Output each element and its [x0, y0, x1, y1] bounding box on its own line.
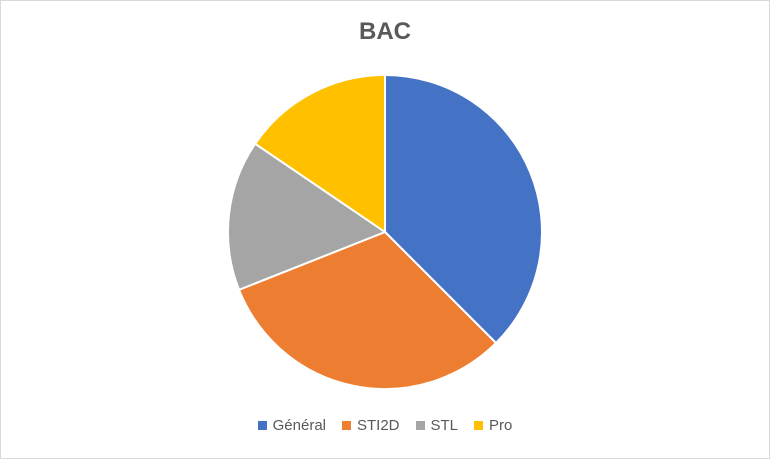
legend-label: STI2D	[357, 417, 400, 434]
pie-slice-general	[384, 73, 543, 345]
legend-label: STL	[430, 417, 459, 434]
legend-swatch	[257, 421, 267, 430]
legend-swatch	[415, 421, 425, 430]
chart-legend: Général STI2D STL Pro	[0, 417, 770, 434]
legend-item: Général	[257, 417, 326, 434]
pie-slice-sti2d	[237, 230, 498, 390]
legend-label: Général	[272, 417, 326, 434]
legend-item: STL	[415, 417, 459, 434]
legend-label: Pro	[489, 417, 513, 434]
chart-title: BAC	[359, 18, 411, 45]
legend-item: STI2D	[342, 417, 400, 434]
pie-slice-pro	[253, 73, 386, 234]
legend-swatch	[474, 421, 484, 430]
legend-swatch	[342, 421, 351, 430]
legend-item: Pro	[474, 417, 512, 434]
pie-slice-stl	[227, 142, 388, 292]
